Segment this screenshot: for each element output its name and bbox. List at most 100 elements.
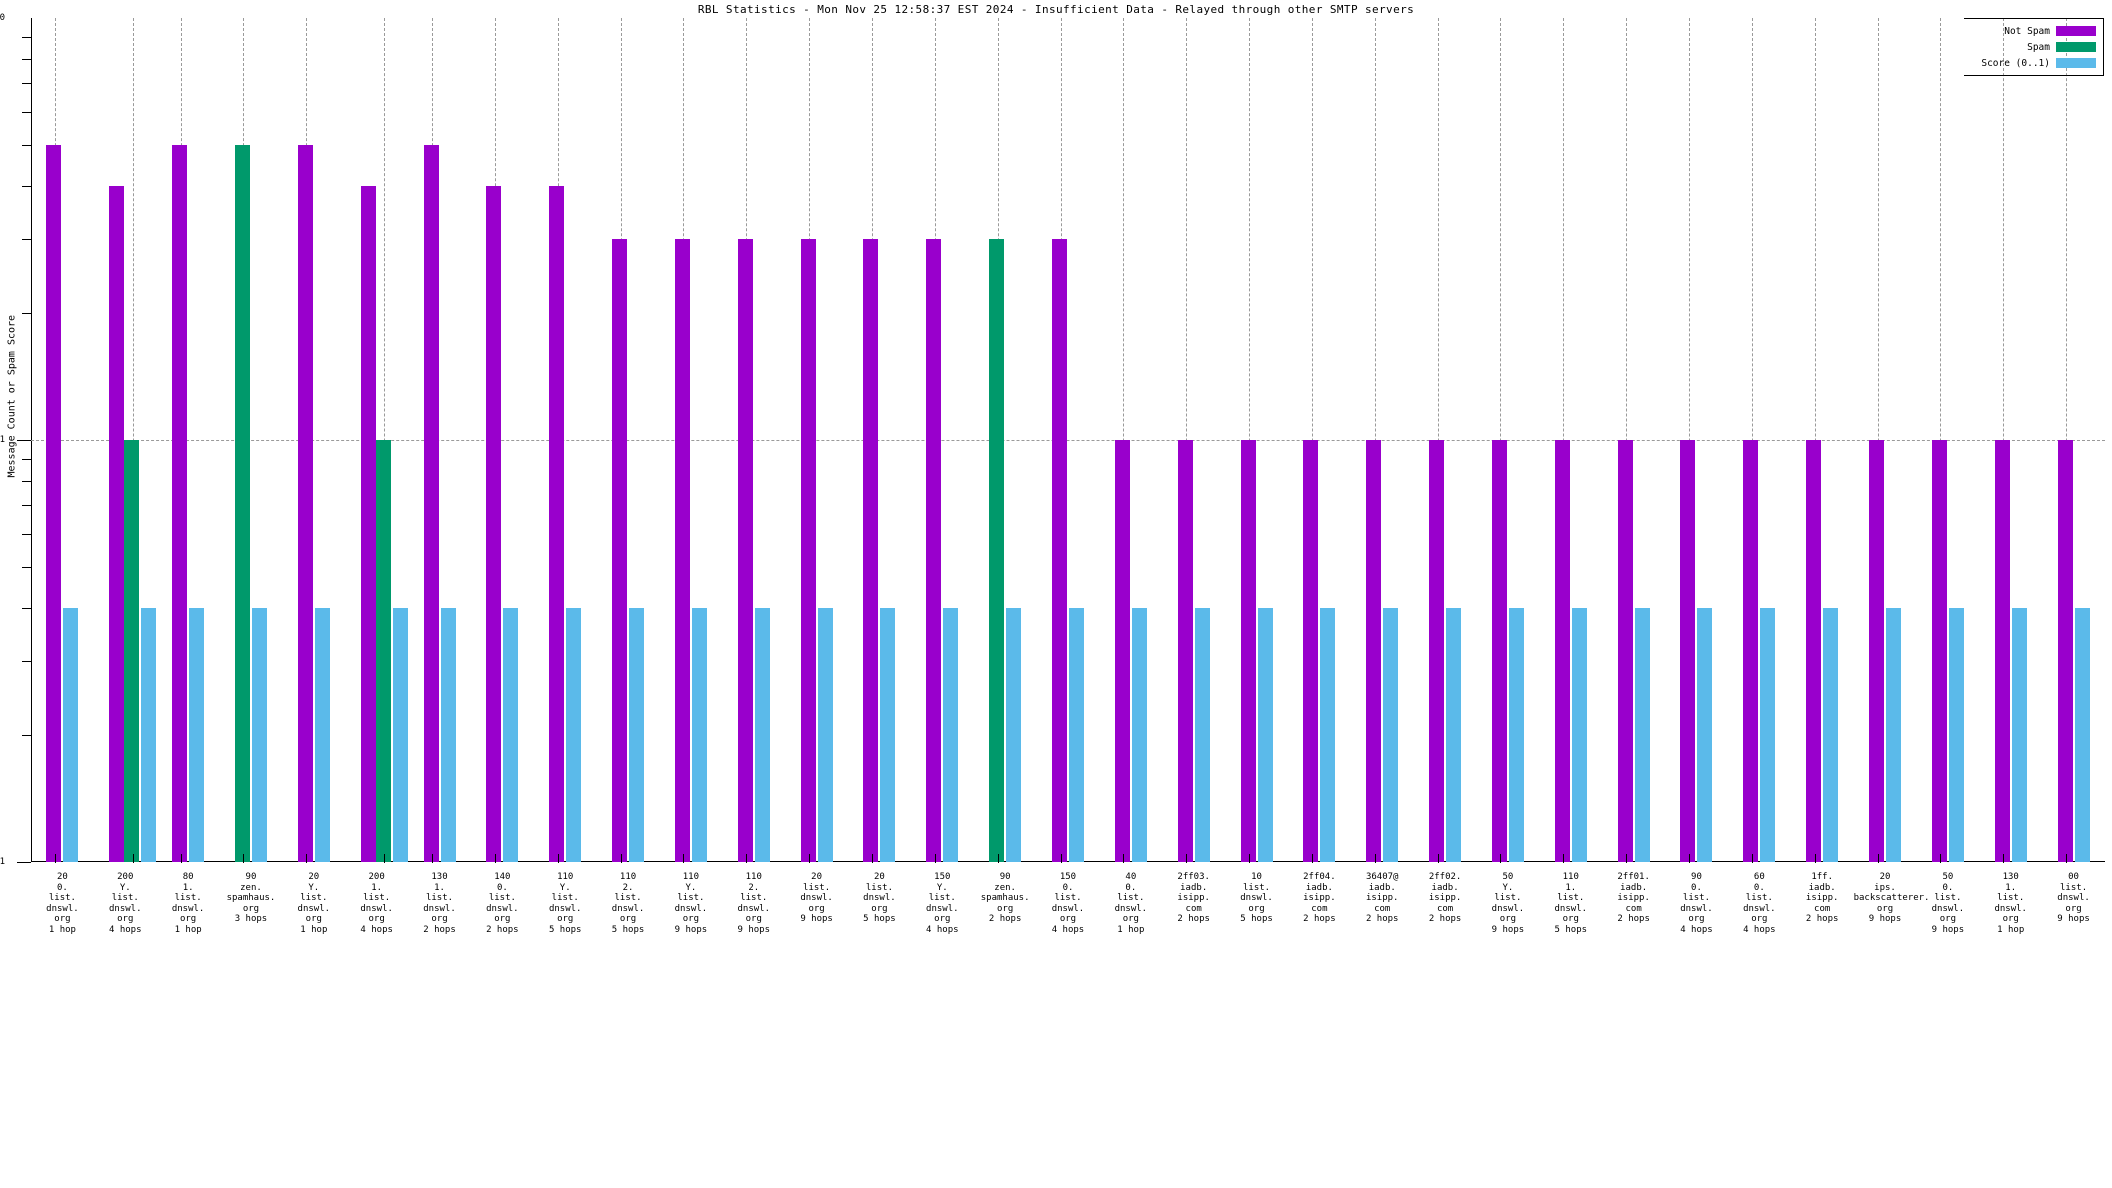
bar-score bbox=[1069, 607, 1084, 862]
x-tick-label-line: org bbox=[2065, 903, 2082, 914]
x-tick-label-line: 130 bbox=[2002, 872, 2019, 882]
x-tick-label-line: dnswl. bbox=[737, 903, 770, 914]
y-tick-minor bbox=[22, 505, 31, 507]
x-tick-label-line: 0. bbox=[1691, 882, 1702, 893]
x-tick-label-line: Y. bbox=[936, 882, 948, 893]
x-tick-label-line: org bbox=[808, 903, 825, 914]
x-tick-label-line: isipp. bbox=[1303, 893, 1336, 903]
x-tick-label-line: org bbox=[2002, 914, 2019, 924]
y-tick-minor bbox=[22, 58, 31, 60]
x-tick-label-line: 2. bbox=[748, 882, 760, 893]
x-tick-label-line: Y. bbox=[1502, 882, 1514, 893]
bar-not-spam bbox=[1114, 440, 1130, 862]
x-tick-label-line: 1 hop bbox=[48, 924, 76, 935]
x-tick-label-line: list. bbox=[1745, 893, 1773, 903]
x-tick bbox=[432, 854, 433, 863]
x-tick-label-line: org bbox=[997, 903, 1014, 914]
x-tick-label-line: list. bbox=[1494, 893, 1522, 903]
x-tick-label-line: 20 bbox=[57, 872, 68, 882]
x-tick-label-line: list. bbox=[300, 893, 328, 903]
x-tick bbox=[1374, 854, 1376, 863]
x-tick-label: 110 Y. list. dnswl. org 9 hops bbox=[659, 872, 722, 935]
bar-not-spam bbox=[2057, 440, 2073, 862]
plot-area bbox=[17, 18, 2105, 863]
x-tick-label-line: 36407@ bbox=[1365, 872, 1399, 882]
x-tick-label-line: dnswl. bbox=[171, 903, 205, 914]
bar-not-spam bbox=[1931, 440, 1947, 862]
x-tick-label-line: dnswl. bbox=[1743, 903, 1776, 914]
bar-not-spam bbox=[1869, 440, 1885, 862]
x-tick-label-line: 9 hops bbox=[800, 914, 833, 924]
bar-not-spam bbox=[1743, 440, 1759, 862]
x-tick bbox=[1060, 854, 1062, 863]
x-tick-label-line: 4 hops bbox=[1680, 924, 1713, 935]
x-tick bbox=[1437, 854, 1439, 863]
x-tick-label-line: 1. bbox=[182, 882, 194, 893]
bar-score bbox=[2011, 607, 2027, 862]
x-tick-label-line: dnswl. bbox=[1114, 903, 1148, 914]
y-tick-minor bbox=[22, 607, 31, 609]
bar-score bbox=[251, 607, 267, 862]
x-tick-label-line: 4 hops bbox=[360, 924, 393, 935]
bar-not-spam bbox=[674, 238, 690, 862]
x-tick-label-line: list. bbox=[865, 882, 893, 893]
legend-item: Score (0..1) bbox=[1981, 56, 2096, 70]
bar-score bbox=[1446, 607, 1462, 862]
x-tick-label-line: dnswl. bbox=[1240, 893, 1273, 903]
x-tick-label-line: 60 bbox=[1753, 872, 1765, 882]
x-tick-label-line: 0. bbox=[1125, 882, 1137, 893]
x-tick-label: 90 zen. spamhaus. org 3 hops bbox=[220, 872, 283, 925]
x-tick-label-line: 4 hops bbox=[1743, 924, 1776, 935]
bar-score bbox=[1823, 607, 1839, 862]
x-tick bbox=[132, 854, 134, 863]
bar-score bbox=[1697, 607, 1713, 862]
bar-not-spam bbox=[926, 238, 942, 862]
x-tick bbox=[384, 854, 386, 863]
x-tick-label: 150 Y. list. dnswl. org 4 hops bbox=[911, 872, 974, 935]
bar-score bbox=[1131, 607, 1147, 862]
x-tick-label-line: iadb. bbox=[1368, 882, 1396, 893]
bar-not-spam bbox=[1680, 440, 1696, 862]
bar-not-spam bbox=[486, 185, 502, 862]
x-tick-label-line: org bbox=[494, 914, 511, 924]
x-tick-label-line: 5 hops bbox=[548, 924, 582, 935]
x-tick-label: 2ff01. iadb. isipp. com 2 hops bbox=[1602, 872, 1665, 925]
x-tick-label-line: 5 hops bbox=[1554, 924, 1588, 935]
x-tick-label-line: list. bbox=[1997, 893, 2025, 903]
bar-score bbox=[2074, 607, 2090, 862]
chart-title: RBL Statistics - Mon Nov 25 12:58:37 EST… bbox=[697, 3, 1415, 16]
y-tick-label: 0.1 bbox=[0, 857, 5, 867]
bar-not-spam bbox=[172, 145, 188, 862]
x-tick-label: 130 1. list. dnswl. org 2 hops bbox=[408, 872, 471, 935]
x-tick-label-line: 2 hops bbox=[1805, 914, 1839, 924]
y-tick-label: 10 bbox=[0, 13, 5, 23]
x-tick-label-line: 110 bbox=[557, 872, 574, 882]
x-tick-label: 20 ips. backscatterer. org 9 hops bbox=[1854, 872, 1930, 925]
x-tick-label-line: Y. bbox=[308, 882, 320, 893]
x-tick-label: 60 0. list. dnswl. org 4 hops bbox=[1728, 872, 1791, 935]
x-tick-label-line: Y. bbox=[119, 882, 131, 893]
bar-spam bbox=[989, 238, 1005, 862]
x-tick-label-line: dnswl. bbox=[360, 903, 393, 914]
x-tick-label-line: list. bbox=[1682, 893, 1711, 903]
x-tick bbox=[683, 854, 685, 863]
x-tick-label-line: list. bbox=[551, 893, 579, 903]
x-tick-label-line: dnswl. bbox=[486, 903, 519, 914]
x-tick-label-line: 1 hop bbox=[300, 924, 328, 935]
x-tick-label-line: org bbox=[1248, 903, 1265, 914]
x-tick-label: 2ff04. iadb. isipp. com 2 hops bbox=[1288, 872, 1351, 925]
x-tick-label-line: 10 bbox=[1251, 872, 1262, 882]
x-tick-label: 80 1. list. dnswl. org 1 hop bbox=[157, 872, 220, 935]
x-tick-label-line: org bbox=[305, 914, 322, 924]
x-tick-label-line: 1 hop bbox=[174, 924, 202, 935]
x-tick-label: 00 list. dnswl. org 9 hops bbox=[2042, 872, 2105, 925]
bar-spam bbox=[124, 440, 140, 862]
y-gridline bbox=[31, 440, 2105, 441]
x-tick-label-line: zen. bbox=[994, 882, 1016, 893]
y-tick-minor bbox=[22, 185, 31, 187]
x-tick-label-line: 130 bbox=[431, 872, 448, 882]
x-tick-label-line: 0. bbox=[1942, 882, 1954, 893]
x-tick-label-line: 200 bbox=[368, 872, 385, 882]
x-tick bbox=[1186, 854, 1188, 863]
legend-swatch bbox=[2056, 58, 2096, 68]
